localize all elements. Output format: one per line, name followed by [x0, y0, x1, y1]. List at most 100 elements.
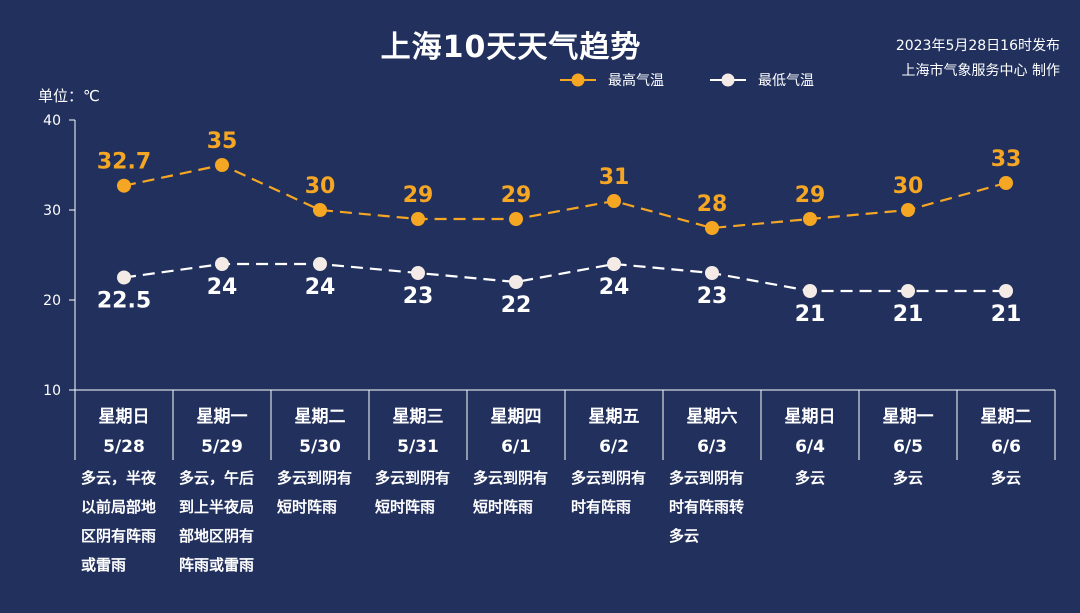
data-label-high: 30	[893, 174, 924, 199]
data-point-low	[607, 257, 621, 271]
chart-title: 上海10天天气趋势	[380, 30, 642, 65]
x-tick-label-date: 5/31	[397, 437, 439, 457]
publish-time: 2023年5月28日16时发布	[895, 38, 1060, 54]
series-line-high	[123, 163, 1007, 230]
legend-low-label: 最低气温	[758, 73, 814, 89]
data-label-low: 22	[501, 293, 532, 318]
data-point-high	[705, 221, 719, 235]
x-tick-label-weekday: 星期二	[295, 407, 346, 427]
data-label-high: 32.7	[97, 150, 151, 175]
x-tick-label-weekday: 星期四	[491, 407, 542, 427]
x-tick-label-date: 5/29	[201, 437, 243, 457]
data-point-low	[901, 284, 915, 298]
x-tick-label-weekday: 星期日	[99, 407, 150, 427]
data-point-low	[117, 270, 131, 285]
series-line-low	[123, 262, 1006, 293]
weather-description-line: 多云到阴有	[375, 469, 450, 487]
data-label-low: 24	[305, 275, 336, 300]
x-tick-label-date: 6/4	[795, 437, 825, 457]
x-tick-label-weekday: 星期一	[883, 407, 934, 427]
data-label-low: 23	[403, 284, 434, 309]
data-label-low: 23	[697, 284, 728, 309]
x-tick-label-weekday: 星期日	[785, 407, 836, 427]
data-label-low: 21	[893, 302, 924, 327]
x-tick-label-weekday: 星期五	[589, 407, 640, 427]
x-tick-label-weekday: 星期三	[393, 407, 444, 427]
x-tick-label-weekday: 星期六	[687, 406, 738, 427]
weather-description-line: 短时阵雨	[277, 498, 337, 516]
data-label-low: 21	[795, 302, 826, 327]
data-point-high	[509, 212, 523, 226]
data-point-high	[411, 212, 425, 226]
data-label-high: 35	[207, 129, 238, 154]
x-tick-label-weekday: 星期一	[197, 407, 248, 427]
data-point-low	[705, 266, 719, 280]
data-label-low: 24	[207, 275, 238, 300]
weather-description-line: 多云到阴有	[571, 469, 646, 487]
weather-description-line: 或雷雨	[81, 556, 126, 574]
publisher-credit: 上海市气象服务中心 制作	[901, 63, 1060, 79]
weather-description-line: 以前局部地	[81, 498, 156, 516]
data-label-high: 29	[795, 183, 826, 208]
legend-high-label: 最高气温	[608, 73, 664, 89]
legend-low-line-icon	[710, 73, 746, 87]
data-point-low	[411, 266, 425, 280]
data-label-high: 28	[697, 192, 728, 217]
data-label-low: 21	[991, 302, 1022, 327]
x-tick-label-date: 6/1	[501, 437, 531, 457]
y-axis-unit-label: 单位：℃	[38, 87, 100, 105]
weather-description-line: 短时阵雨	[473, 498, 533, 516]
weather-description-line: 多云	[991, 469, 1021, 487]
data-label-low: 24	[599, 275, 630, 300]
data-point-high	[215, 158, 229, 172]
weather-description-line: 多云，半夜	[81, 469, 157, 487]
data-point-low	[803, 284, 817, 298]
weather-description-line: 多云	[893, 469, 923, 487]
weather-description-line: 区阴有阵雨	[81, 527, 156, 545]
y-tick-label: 30	[43, 203, 61, 219]
x-tick-label-weekday: 星期二	[981, 407, 1032, 427]
x-tick-label-date: 5/28	[103, 437, 145, 457]
weather-description-line: 时有阵雨转	[669, 498, 744, 516]
weather-description-line: 多云	[669, 527, 699, 545]
x-tick-label-date: 6/5	[893, 437, 923, 457]
weather-description-line: 阵雨或雷雨	[179, 556, 254, 574]
data-point-high	[901, 203, 915, 217]
weather-description-line: 多云到阴有	[277, 469, 352, 487]
data-point-high	[607, 194, 621, 208]
weather-description-line: 多云到阴有	[669, 469, 744, 487]
legend-item-low: 最低气温	[710, 70, 814, 90]
weather-description-line: 到上半夜局	[179, 498, 254, 516]
data-point-high	[999, 176, 1013, 190]
x-tick-label-date: 6/3	[697, 437, 727, 457]
data-label-high: 33	[991, 147, 1022, 172]
data-label-high: 29	[403, 183, 434, 208]
y-tick-label: 40	[43, 113, 61, 129]
data-point-high	[803, 212, 817, 226]
x-tick-label-date: 5/30	[299, 437, 341, 457]
data-label-high: 30	[305, 174, 336, 199]
weather-description-line: 短时阵雨	[375, 498, 435, 516]
weather-description-line: 多云，午后	[179, 469, 254, 487]
data-point-low	[215, 257, 229, 271]
legend-item-high: 最高气温	[560, 70, 664, 90]
weather-description-line: 部地区阴有	[179, 527, 254, 545]
data-point-low	[509, 275, 523, 289]
weather-description-line: 多云	[795, 469, 825, 487]
data-label-high: 29	[501, 183, 532, 208]
data-point-high	[117, 178, 131, 193]
data-point-low	[313, 257, 327, 271]
data-point-high	[313, 203, 327, 217]
legend-high-line-icon	[560, 73, 596, 87]
data-label-high: 31	[599, 165, 630, 190]
y-tick-label: 10	[43, 383, 61, 399]
data-point-low	[999, 284, 1013, 298]
weather-description-line: 时有阵雨	[571, 498, 631, 516]
weather-description-line: 多云到阴有	[473, 469, 548, 487]
x-tick-label-date: 6/2	[599, 437, 629, 457]
x-tick-label-date: 6/6	[991, 437, 1021, 457]
y-tick-label: 20	[43, 293, 61, 309]
data-label-low: 22.5	[97, 289, 151, 314]
